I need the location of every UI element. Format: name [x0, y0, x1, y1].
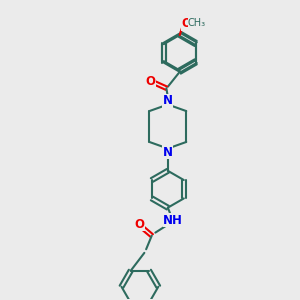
Text: N: N: [163, 94, 173, 107]
Text: CH₃: CH₃: [188, 18, 206, 28]
Text: O: O: [146, 75, 156, 88]
Text: O: O: [181, 17, 191, 30]
Text: N: N: [163, 146, 173, 159]
Text: O: O: [134, 218, 144, 230]
Text: NH: NH: [163, 214, 183, 226]
